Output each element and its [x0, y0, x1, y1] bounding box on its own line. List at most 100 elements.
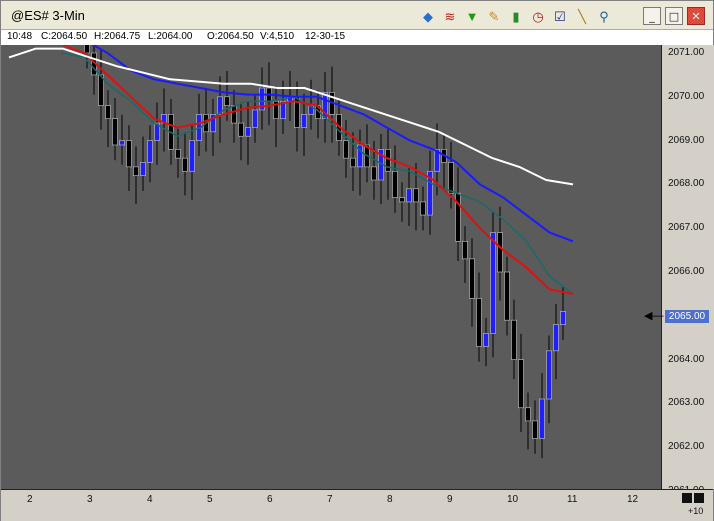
price-bar — [154, 122, 160, 141]
price-bar — [84, 45, 90, 54]
price-bar — [525, 407, 531, 422]
price-bar — [245, 127, 251, 137]
price-bar — [490, 232, 496, 334]
current-price-arrow-icon: ◀— — [644, 309, 664, 322]
price-tick-label: 2070.00 — [668, 90, 705, 102]
price-tick-label: 2069.00 — [668, 134, 705, 146]
price-bar — [98, 74, 104, 106]
price-bar — [182, 157, 188, 172]
price-bar — [322, 92, 328, 119]
time-tick-label: 8 — [387, 494, 393, 505]
time-icon[interactable]: ◷ — [532, 8, 544, 24]
price-bar — [189, 140, 195, 172]
price-bar — [343, 140, 349, 159]
price-bar — [238, 122, 244, 137]
time-tick-label: 2 — [27, 494, 33, 505]
ma-line-blue — [91, 45, 574, 243]
maximize-button[interactable]: □ — [665, 7, 683, 25]
quote-low: L:2064.00 — [148, 31, 193, 42]
time-axis[interactable]: +10 2 3 4 5 6 7 8 9 10 11 12 — [1, 489, 713, 521]
broom-icon[interactable]: ⚲ — [599, 8, 609, 24]
order-icon[interactable]: ☑ — [554, 8, 566, 24]
price-bar — [119, 140, 125, 146]
chart-toolbar: ◆ ≋ ▼ ✎ ▮ ◷ ☑ ╲ ⚲ — [419, 7, 613, 25]
indicator-icon[interactable]: ▼ — [465, 8, 479, 24]
studies-icon[interactable]: ≋ — [444, 8, 456, 24]
price-tick-label: 2068.00 — [668, 178, 705, 190]
price-bar — [413, 188, 419, 203]
quote-date: 12-30-15 — [305, 31, 346, 42]
quote-open: O:2064.50 — [207, 31, 254, 42]
price-bar — [231, 105, 237, 124]
price-bar — [392, 170, 398, 198]
price-tick-label: 2064.00 — [668, 353, 705, 365]
price-bar — [427, 170, 433, 216]
time-tick-label: 4 — [147, 494, 153, 505]
price-bar — [518, 359, 524, 409]
ma-line-red — [60, 45, 574, 295]
price-bar — [105, 105, 111, 120]
price-tick-label: 2071.00 — [668, 47, 705, 58]
price-bar — [511, 319, 517, 360]
title-bar[interactable]: @ES# 3-Min ◆ ≋ ▼ ✎ ▮ ◷ ☑ ╲ ⚲ _ □ ✕ — [1, 1, 713, 30]
price-bar — [469, 258, 475, 299]
price-bar — [399, 197, 405, 203]
price-bar — [210, 114, 216, 133]
quote-volume: V:4,510 — [260, 31, 295, 42]
quote-close: C:2064.50 — [41, 31, 88, 42]
price-bar — [357, 144, 363, 168]
zoom-label[interactable]: +10 — [688, 506, 704, 516]
price-bar — [462, 241, 468, 260]
plot-icon[interactable]: ◆ — [423, 8, 433, 24]
time-tick-label: 5 — [207, 494, 213, 505]
time-tick-label: 3 — [87, 494, 93, 505]
price-bar — [497, 232, 503, 273]
price-axis[interactable]: 2071.00 2070.00 2069.00 2068.00 2067.00 2066.… — [661, 45, 714, 496]
time-tick-label: 12 — [627, 494, 639, 505]
quote-bar: 10:48 C:2064.50 H:2064.75 L:2064.00 O:20… — [1, 30, 713, 45]
time-tick-label: 7 — [327, 494, 333, 505]
price-tick-label: 2062.00 — [668, 441, 705, 453]
price-tick-label: 2066.00 — [668, 266, 705, 277]
quote-time: 10:48 — [7, 31, 33, 42]
ma-line-white — [8, 47, 574, 186]
price-bar — [350, 157, 356, 168]
price-bar — [308, 105, 314, 115]
chart-type-icon[interactable]: ▮ — [512, 8, 520, 24]
price-bar — [175, 149, 181, 159]
price-bar — [553, 324, 559, 352]
price-bar — [259, 87, 265, 111]
price-tick-label: 2067.00 — [668, 222, 705, 234]
price-bar — [280, 100, 286, 120]
price-bar — [133, 166, 139, 176]
price-bar — [252, 109, 258, 128]
price-bar — [546, 350, 552, 400]
price-bar — [560, 311, 566, 325]
price-bar — [273, 100, 279, 120]
price-chart-svg — [8, 45, 574, 459]
price-bar — [224, 96, 230, 106]
price-bar — [539, 398, 545, 439]
time-tick-label: 6 — [267, 494, 273, 505]
price-bar — [147, 140, 153, 163]
time-tick-label: 9 — [447, 494, 453, 505]
price-chart[interactable] — [1, 45, 661, 489]
price-bar — [301, 114, 307, 128]
pencil-icon[interactable]: ╲ — [578, 8, 586, 24]
price-bar — [217, 96, 223, 115]
window-title: @ES# 3-Min — [11, 8, 85, 23]
price-bar — [140, 162, 146, 176]
time-tick-label: 11 — [567, 494, 578, 505]
price-bar — [532, 420, 538, 439]
quote-high: H:2064.75 — [94, 31, 141, 42]
close-button[interactable]: ✕ — [687, 7, 705, 25]
minimize-button[interactable]: _ — [643, 7, 661, 25]
price-bar — [483, 333, 489, 347]
price-bar — [406, 188, 412, 203]
current-price-label: 2065.00 — [665, 309, 709, 323]
price-bar — [112, 118, 118, 146]
price-bar — [476, 297, 482, 347]
draw-icon[interactable]: ✎ — [488, 8, 500, 24]
scroll-right-handle[interactable] — [694, 493, 704, 503]
scroll-left-handle[interactable] — [682, 493, 692, 503]
